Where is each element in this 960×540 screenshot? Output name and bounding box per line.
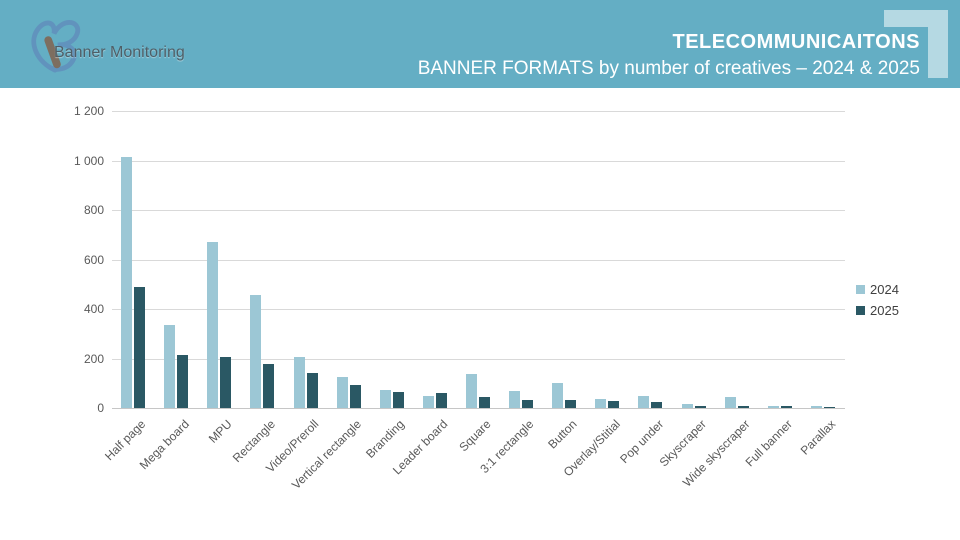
bar-2025-leader-board — [435, 393, 447, 408]
bar-2025-wide-skyscraper — [737, 406, 749, 408]
bar-2025-half-page — [134, 286, 146, 408]
bar-2024-pop-under — [638, 395, 650, 408]
y-axis-tick-label: 1 000 — [73, 153, 104, 168]
logo-text: Banner Monitoring — [54, 44, 185, 61]
bar-2024-rectangle — [250, 295, 262, 408]
bar-2024-mpu — [207, 242, 219, 408]
bar-2025-video-preroll — [306, 373, 318, 408]
bar-2024-video-preroll — [293, 357, 305, 408]
bar-2024-full-banner — [767, 405, 779, 408]
gridline — [112, 111, 845, 112]
bar-2025-3-1-rectangle — [522, 400, 534, 408]
bar-2025-vertical-rectangle — [349, 384, 361, 408]
header-titles: TELECOMMUNICAITONS BANNER FORMATS by num… — [418, 31, 920, 80]
legend-item-2024: 2024 — [856, 282, 899, 297]
bar-2024-branding — [379, 390, 391, 408]
y-axis-tick-label: 800 — [83, 203, 104, 217]
gridline — [112, 358, 845, 360]
bar-2025-pop-under — [651, 401, 663, 408]
y-axis-tick-label: 1 200 — [73, 104, 104, 118]
bar-2025-button — [565, 399, 577, 408]
y-axis-tick-label: 0 — [97, 401, 104, 415]
bar-2024-button — [552, 382, 564, 408]
logo-b-icon — [31, 20, 81, 73]
y-axis-tick-label: 600 — [83, 252, 104, 267]
bar-2024-square — [466, 373, 477, 408]
x-axis-category-label: MPU — [205, 417, 235, 446]
x-axis-category-label: Branding — [363, 417, 408, 461]
bar-2024-skyscraper — [681, 403, 693, 408]
bar-2025-parallax — [823, 407, 835, 408]
legend-item-2025: 2025 — [856, 303, 899, 318]
bar-2025-mega-board — [177, 354, 189, 408]
bar-2024-leader-board — [422, 395, 434, 408]
bar-2025-mpu — [220, 357, 232, 408]
legend-swatch-icon — [856, 306, 865, 315]
banner-monitoring-logo — [26, 14, 84, 76]
gridline — [112, 259, 845, 261]
x-axis-line — [112, 408, 845, 409]
bar-2024-overlay-stitial — [595, 399, 607, 408]
x-axis-category-label: Button — [545, 417, 580, 452]
legend-label: 2024 — [870, 282, 899, 297]
chart-legend: 2024 2025 — [856, 282, 899, 318]
bar-2025-square — [479, 397, 490, 408]
y-axis-tick-label: 200 — [83, 351, 104, 366]
legend-swatch-icon — [856, 285, 865, 294]
x-axis-category-label: Square — [456, 417, 494, 455]
bar-2024-mega-board — [164, 325, 176, 408]
page-title: TELECOMMUNICAITONS — [672, 31, 920, 53]
bar-2024-wide-skyscraper — [724, 396, 736, 408]
gridline — [112, 210, 845, 211]
bar-2025-full-banner — [780, 406, 792, 408]
bar-2024-vertical-rectangle — [336, 377, 348, 408]
legend-label: 2025 — [870, 303, 899, 318]
corner-decoration-vertical — [928, 10, 948, 78]
y-axis-tick-label: 400 — [83, 302, 104, 316]
bar-2024-half-page — [121, 156, 133, 408]
bar-2024-parallax — [810, 406, 822, 408]
gridline — [112, 309, 845, 310]
bar-2024-3-1-rectangle — [509, 391, 521, 408]
gridline — [112, 160, 845, 162]
bar-2025-branding — [392, 391, 404, 408]
x-axis-category-label: Parallax — [797, 417, 839, 458]
header-banner: Banner Monitoring TELECOMMUNICAITONS BAN… — [0, 0, 960, 88]
bar-2025-overlay-stitial — [608, 401, 620, 408]
bar-2025-rectangle — [263, 363, 275, 408]
chart-subtitle: BANNER FORMATS by number of creatives – … — [417, 58, 920, 79]
bar-2025-skyscraper — [694, 406, 706, 408]
